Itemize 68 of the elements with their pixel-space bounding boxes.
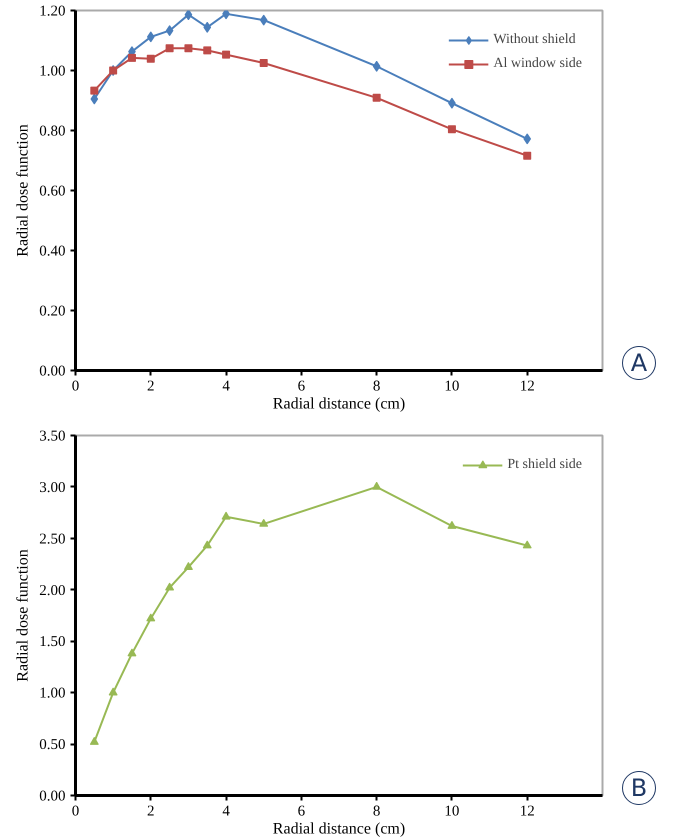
x-tick-label: 2 <box>147 804 155 820</box>
point <box>146 613 156 622</box>
y-tick-label: 1.00 <box>39 686 66 702</box>
point <box>184 10 192 20</box>
point <box>184 44 192 52</box>
x-tick-label: 8 <box>372 378 380 394</box>
point <box>222 10 230 20</box>
x-axis-title: Radial distance (cm) <box>272 820 406 838</box>
point <box>260 14 268 26</box>
y-tick-label: 0.40 <box>39 244 66 260</box>
point <box>260 59 268 67</box>
point <box>222 512 231 520</box>
point <box>447 520 456 529</box>
legend-label: Al window side <box>493 56 582 72</box>
point <box>90 94 98 104</box>
point <box>372 94 381 102</box>
legend-label: Without shield <box>493 32 576 48</box>
point <box>108 688 118 696</box>
x-tick-label: 10 <box>444 804 460 820</box>
y-tick-label: 1.20 <box>39 4 66 20</box>
point <box>165 582 174 591</box>
x-tick-label: 10 <box>444 378 460 394</box>
x-tick-label: 8 <box>372 804 380 820</box>
text: B <box>622 771 656 805</box>
point <box>202 540 212 548</box>
y-tick-label: 0.60 <box>39 184 66 200</box>
x-tick-label: 12 <box>520 378 535 394</box>
point <box>523 133 532 144</box>
y-tick-label: 0.00 <box>39 364 66 380</box>
point <box>203 22 212 33</box>
x-tick-label: 4 <box>222 804 230 820</box>
point <box>90 86 98 95</box>
text: A <box>622 346 656 380</box>
y-tick-label: 0.20 <box>39 304 66 320</box>
y-tick-label: 0.00 <box>39 788 66 804</box>
x-tick-label: 2 <box>147 378 155 394</box>
point <box>128 54 136 62</box>
point <box>372 482 382 490</box>
x-axis-title: Radial distance (cm) <box>272 396 406 412</box>
y-tick-label: 0.80 <box>39 124 66 140</box>
point <box>146 31 155 42</box>
point <box>90 736 99 745</box>
y-tick-label: 3.00 <box>39 480 66 496</box>
y-axis-title: Radial dose function <box>14 549 32 682</box>
x-tick-label: 6 <box>298 378 306 394</box>
y-tick-label: 2.00 <box>39 582 66 599</box>
x-tick-label: 0 <box>72 804 80 820</box>
point <box>166 44 174 52</box>
y-tick-label: 1.50 <box>39 634 66 650</box>
y-tick-label: 3.50 <box>39 428 66 444</box>
point <box>146 54 155 63</box>
x-tick-label: 6 <box>298 804 306 820</box>
legend-label: Pt shield side <box>507 457 582 473</box>
y-tick-label: 2.50 <box>39 531 66 548</box>
point <box>523 152 532 160</box>
point <box>127 648 136 656</box>
x-tick-label: 12 <box>520 804 535 820</box>
point <box>184 562 193 570</box>
x-tick-label: 0 <box>72 378 80 394</box>
point <box>259 518 268 527</box>
point <box>222 50 230 59</box>
point <box>448 125 456 134</box>
y-tick-label: 1.00 <box>39 64 66 80</box>
point <box>522 540 532 548</box>
point <box>203 46 212 54</box>
y-axis-title: Radial dose function <box>14 124 32 257</box>
y-tick-label: 0.50 <box>39 737 66 754</box>
x-tick-label: 4 <box>222 378 230 394</box>
